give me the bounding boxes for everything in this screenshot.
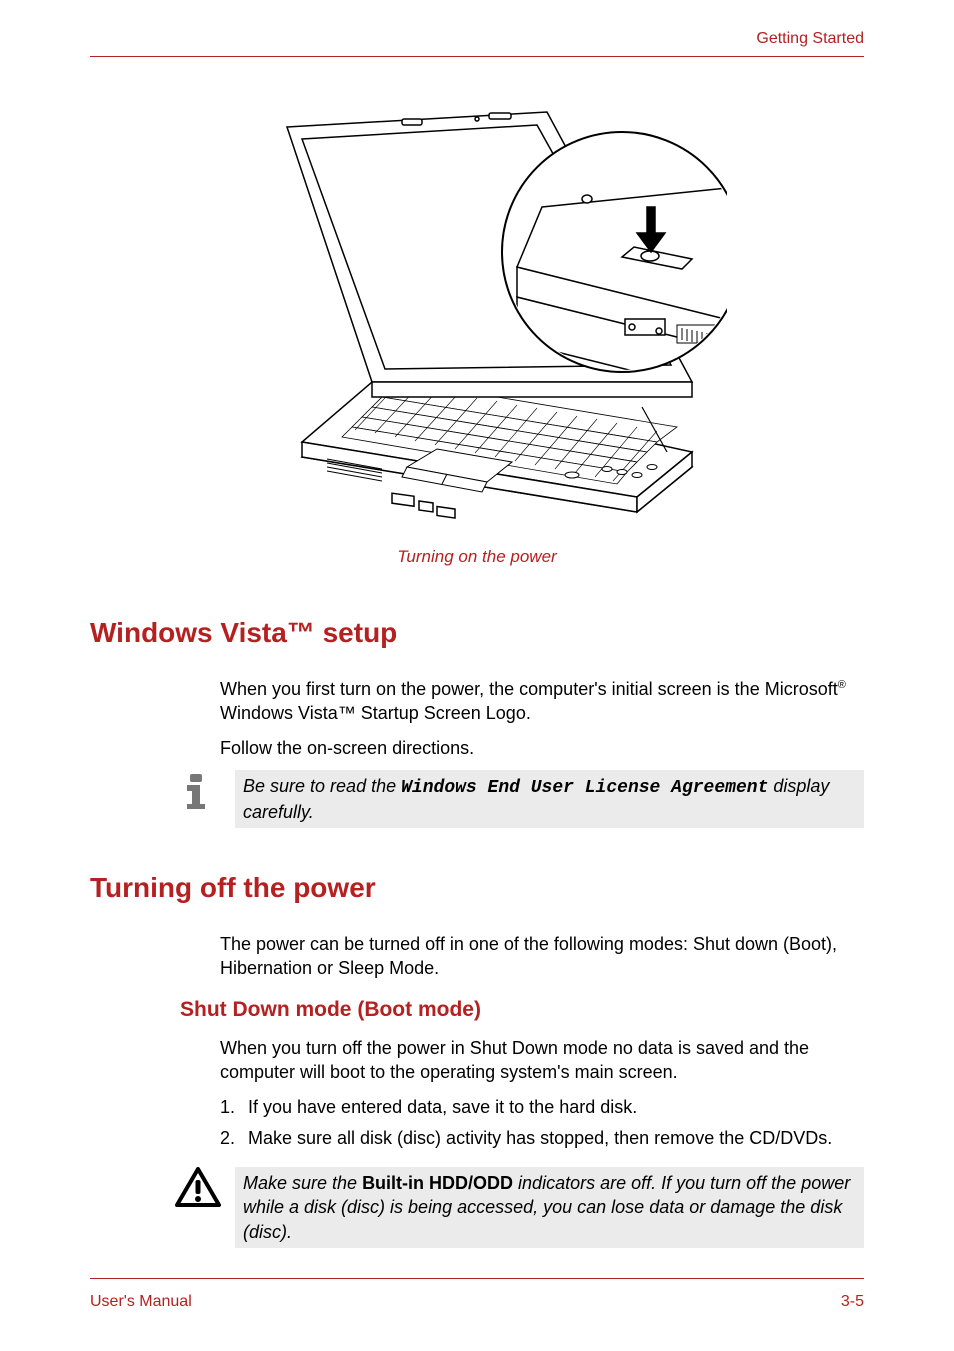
- list-text: Make sure all disk (disc) activity has s…: [248, 1126, 832, 1151]
- warning-icon: [175, 1167, 225, 1214]
- shutdown-paragraph: When you turn off the power in Shut Down…: [220, 1036, 864, 1085]
- heading-turning-off-power: Turning off the power: [90, 872, 864, 904]
- warning-note-box: Make sure the Built-in HDD/ODD indicator…: [90, 1167, 864, 1248]
- poweroff-intro-paragraph: The power can be turned off in one of th…: [220, 932, 864, 981]
- text-fragment: Be sure to read the: [243, 776, 401, 796]
- list-number: 2.: [220, 1126, 248, 1151]
- figure-caption: Turning on the power: [90, 547, 864, 567]
- list-item: 1. If you have entered data, save it to …: [220, 1095, 864, 1120]
- page-footer: User's Manual 3-5: [90, 1278, 864, 1351]
- info-icon: [175, 770, 225, 817]
- text-fragment: Make sure the: [243, 1173, 362, 1193]
- footer-page-number: 3-5: [841, 1293, 864, 1311]
- heading-shutdown-mode: Shut Down mode (Boot mode): [180, 998, 864, 1022]
- registered-symbol: ®: [838, 679, 846, 691]
- list-item: 2. Make sure all disk (disc) activity ha…: [220, 1126, 864, 1151]
- text-fragment: Windows Vista™ Startup Screen Logo.: [220, 703, 531, 723]
- laptop-power-illustration: [227, 97, 727, 527]
- footer-manual-label: User's Manual: [90, 1293, 192, 1311]
- page-header: Getting Started: [90, 30, 864, 57]
- vista-followup-paragraph: Follow the on-screen directions.: [220, 736, 864, 760]
- list-text: If you have entered data, save it to the…: [248, 1095, 637, 1120]
- figure-laptop: [90, 97, 864, 532]
- info-note-text: Be sure to read the Windows End User Lic…: [235, 770, 864, 829]
- text-fragment: When you first turn on the power, the co…: [220, 679, 838, 699]
- heading-windows-vista-setup: Windows Vista™ setup: [90, 617, 864, 649]
- shutdown-steps-list: 1. If you have entered data, save it to …: [220, 1095, 864, 1157]
- indicator-name: Built-in HDD/ODD: [362, 1173, 513, 1193]
- header-section-label: Getting Started: [756, 30, 864, 47]
- list-number: 1.: [220, 1095, 248, 1120]
- vista-intro-paragraph: When you first turn on the power, the co…: [220, 677, 864, 726]
- eula-name: Windows End User License Agreement: [401, 778, 768, 798]
- warning-note-text: Make sure the Built-in HDD/ODD indicator…: [235, 1167, 864, 1248]
- info-note-box: Be sure to read the Windows End User Lic…: [90, 770, 864, 829]
